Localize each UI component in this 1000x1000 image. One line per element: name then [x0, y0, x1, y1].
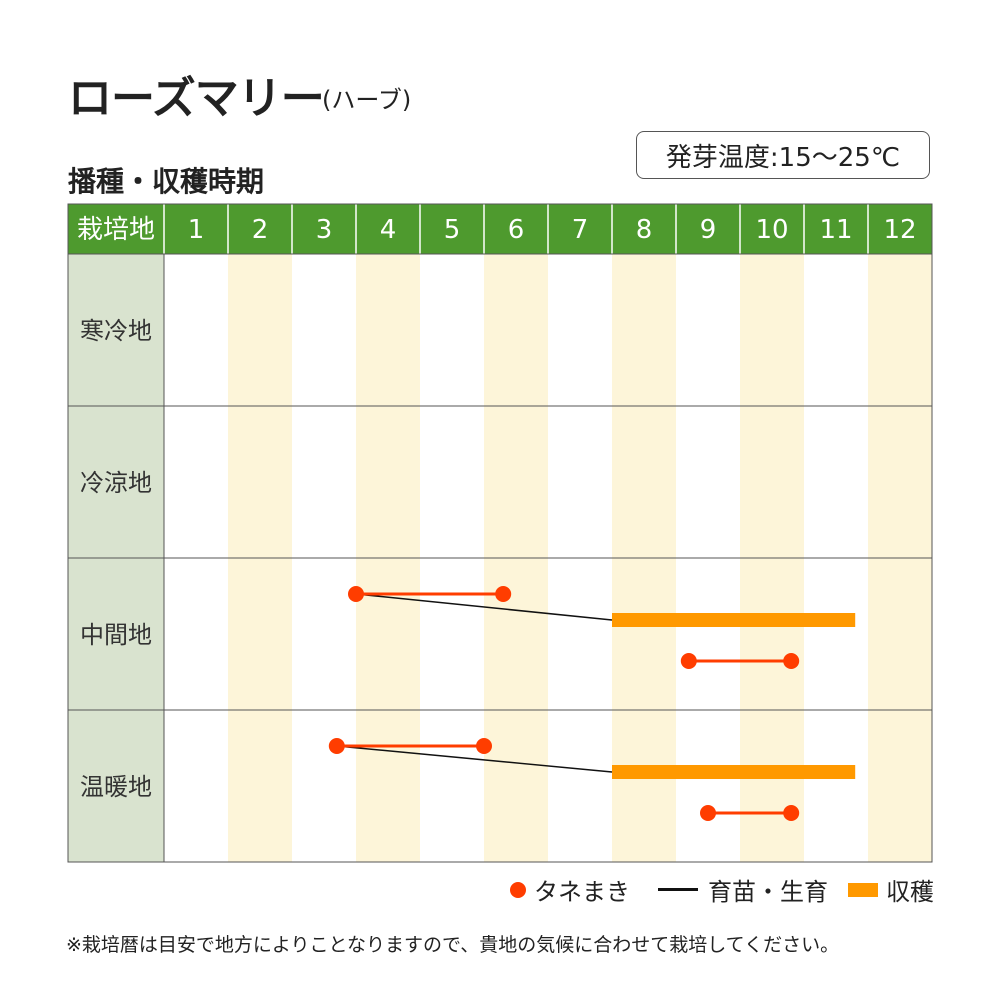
germination-temp-text: 発芽温度:15～25℃ — [665, 142, 901, 173]
month-label-12: 12 — [883, 215, 916, 245]
sowing-end-dot-4-1 — [476, 738, 492, 754]
sowing-start-dot-3-2 — [680, 653, 697, 669]
legend-harvest: 収穫 — [848, 872, 934, 907]
sowing-end-dot-3-1 — [495, 586, 512, 602]
legend-sowing: タネまき — [510, 872, 630, 907]
month-label-10: 10 — [755, 215, 788, 245]
legend-harvest-label: 収穫 — [886, 878, 934, 906]
sowing-end-dot-3-2 — [783, 653, 800, 669]
region-label-1: 寒冷地 — [80, 317, 152, 345]
legend-sowing-label: タネまき — [534, 878, 630, 906]
legend-growing: 育苗・生育 — [658, 872, 828, 907]
sowing-start-dot-4-1 — [328, 738, 345, 754]
harvest-bar-3-1 — [612, 613, 856, 627]
month-label-9: 9 — [700, 215, 717, 245]
sowing-start-dot-3-1 — [348, 586, 364, 602]
month-label-7: 7 — [572, 215, 589, 245]
month-label-8: 8 — [636, 215, 653, 245]
growing-line-4-1 — [336, 745, 613, 773]
header-corner-label: 栽培地 — [77, 215, 155, 245]
region-label-2: 冷涼地 — [80, 469, 152, 497]
legend-growing-label: 育苗・生育 — [708, 878, 828, 906]
page-title: ローズマリー — [68, 73, 325, 124]
month-label-4: 4 — [380, 215, 397, 245]
table-border — [67, 203, 933, 863]
section-title: 播種・収穫時期 — [68, 165, 265, 198]
harvest-bar-4-1 — [612, 765, 856, 779]
month-label-5: 5 — [444, 215, 461, 245]
month-label-6: 6 — [508, 215, 525, 245]
growing-line-icon — [658, 888, 698, 891]
region-label-4: 温暖地 — [80, 773, 152, 801]
region-label-3: 中間地 — [80, 621, 152, 649]
sowing-dot-icon — [510, 881, 526, 898]
header-row-bg — [68, 204, 932, 254]
month-label-1: 1 — [188, 215, 205, 245]
harvest-bar-icon — [848, 882, 878, 897]
month-label-11: 11 — [819, 215, 852, 245]
sowing-start-dot-4-2 — [700, 805, 716, 821]
page-subtitle: (ハーブ) — [322, 86, 412, 114]
footnote: ※栽培暦は目安で地方によりことなりますので、貴地の気候に合わせて栽培してください… — [66, 934, 840, 956]
sowing-end-dot-4-2 — [783, 805, 800, 821]
germination-temp-badge: 発芽温度:15～25℃ — [636, 131, 930, 179]
month-label-2: 2 — [252, 215, 269, 245]
month-label-3: 3 — [316, 215, 333, 245]
growing-line-3-1 — [355, 593, 613, 621]
